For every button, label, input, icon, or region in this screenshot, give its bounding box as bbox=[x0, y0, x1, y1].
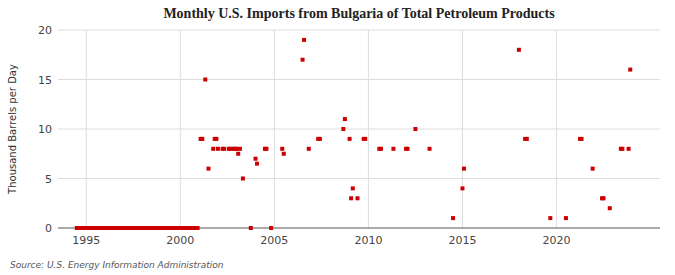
point bbox=[580, 137, 584, 141]
y-tick-label: 10 bbox=[38, 123, 52, 136]
point bbox=[355, 196, 359, 200]
point bbox=[413, 127, 417, 131]
point bbox=[348, 137, 352, 141]
grid bbox=[58, 30, 660, 228]
y-axis-label: Thousand Barrels per Day bbox=[7, 64, 18, 195]
point bbox=[462, 167, 466, 171]
y-tick-label: 0 bbox=[45, 222, 52, 235]
point bbox=[216, 147, 220, 151]
y-grid-line bbox=[58, 79, 660, 80]
point bbox=[249, 226, 253, 230]
point bbox=[214, 137, 218, 141]
point bbox=[620, 147, 624, 151]
y-tick-label: 15 bbox=[38, 74, 52, 87]
x-tick-label: 2000 bbox=[166, 234, 194, 247]
point bbox=[564, 216, 568, 220]
point bbox=[602, 196, 606, 200]
point bbox=[269, 226, 273, 230]
point bbox=[318, 137, 322, 141]
point bbox=[307, 147, 311, 151]
point bbox=[548, 216, 552, 220]
point bbox=[254, 157, 258, 161]
title: Monthly U.S. Imports from Bulgaria of To… bbox=[163, 6, 555, 21]
point bbox=[203, 78, 207, 82]
point bbox=[301, 58, 305, 62]
point bbox=[196, 226, 200, 230]
point bbox=[211, 147, 215, 151]
point bbox=[460, 186, 464, 190]
x-grid-line bbox=[462, 30, 463, 228]
point bbox=[343, 117, 347, 121]
point bbox=[280, 147, 284, 151]
x-grid-line bbox=[86, 30, 87, 228]
y-tick-label: 20 bbox=[38, 24, 52, 37]
point bbox=[627, 147, 631, 151]
point bbox=[207, 167, 211, 171]
source-note: Source: U.S. Energy Information Administ… bbox=[10, 260, 224, 270]
x-grid-line bbox=[556, 30, 557, 228]
x-tick-label: 2015 bbox=[448, 234, 476, 247]
point bbox=[608, 206, 612, 210]
y-grid-line bbox=[58, 30, 660, 31]
y-grid-line bbox=[58, 129, 660, 130]
x-tick-label: 2005 bbox=[260, 234, 288, 247]
point bbox=[351, 186, 355, 190]
point bbox=[525, 137, 529, 141]
point bbox=[363, 137, 367, 141]
points bbox=[75, 38, 632, 230]
point bbox=[628, 68, 632, 72]
point bbox=[238, 147, 242, 151]
point bbox=[241, 177, 245, 181]
point bbox=[349, 196, 353, 200]
chart: Monthly U.S. Imports from Bulgaria of To… bbox=[0, 0, 675, 275]
point bbox=[255, 162, 259, 166]
point bbox=[236, 152, 240, 156]
point bbox=[200, 137, 204, 141]
y-grid-line bbox=[58, 178, 660, 179]
x-tick-label: 2010 bbox=[354, 234, 382, 247]
point bbox=[282, 152, 286, 156]
point bbox=[379, 147, 383, 151]
x-grid-line bbox=[274, 30, 275, 228]
point bbox=[517, 48, 521, 52]
x-tick-label: 2020 bbox=[543, 234, 571, 247]
x-grid-line bbox=[368, 30, 369, 228]
point bbox=[341, 127, 345, 131]
point bbox=[391, 147, 395, 151]
point bbox=[264, 147, 268, 151]
point bbox=[428, 147, 432, 151]
point bbox=[591, 167, 595, 171]
point bbox=[406, 147, 410, 151]
point bbox=[451, 216, 455, 220]
point bbox=[222, 147, 226, 151]
y-tick-label: 5 bbox=[45, 173, 52, 186]
x-grid-line bbox=[180, 30, 181, 228]
x-tick-label: 1995 bbox=[72, 234, 100, 247]
point bbox=[302, 38, 306, 42]
